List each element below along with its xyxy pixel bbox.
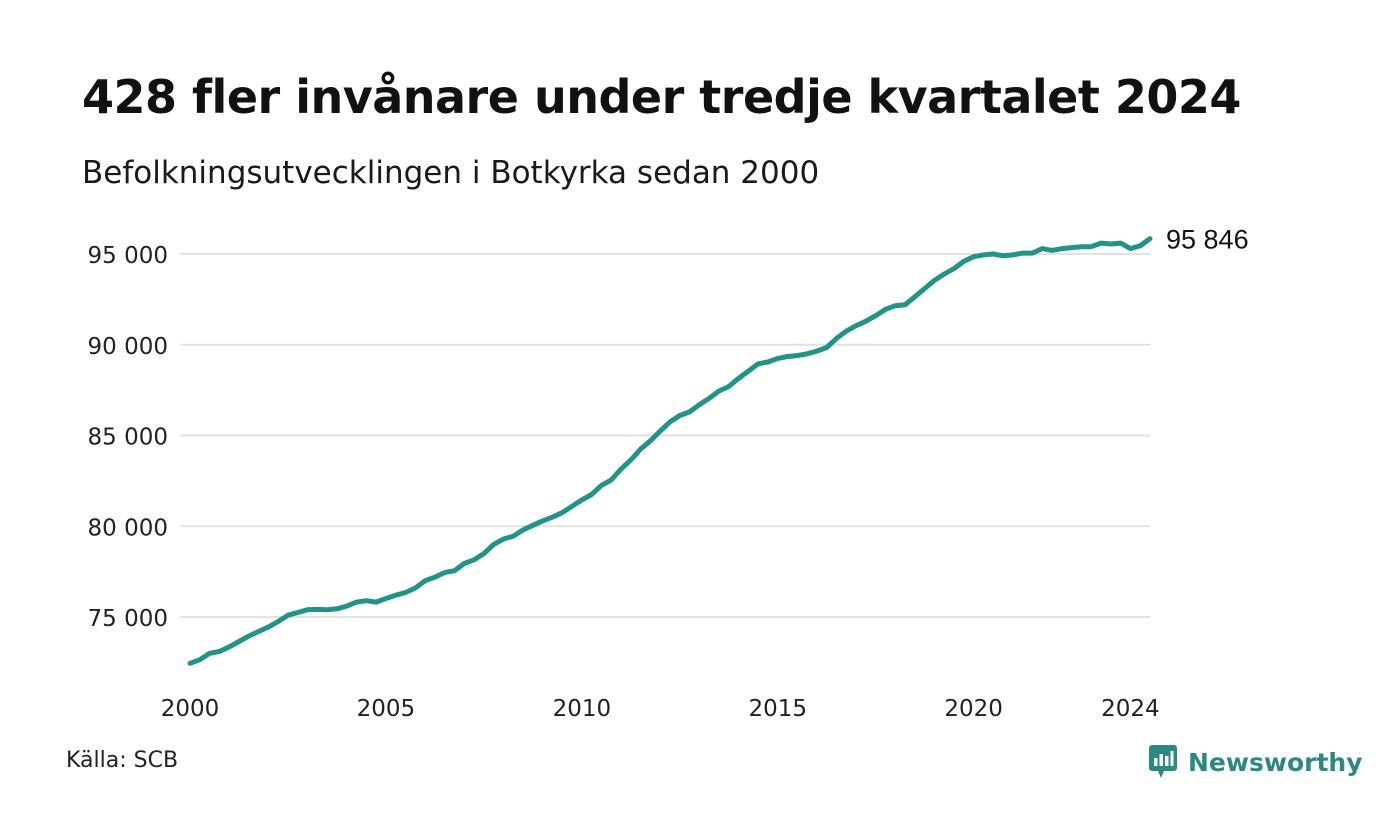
x-tick-label: 2020	[944, 696, 1003, 722]
last-value-label: 95 846	[1166, 225, 1249, 255]
series-line	[187, 236, 1153, 666]
x-tick-label: 2015	[748, 696, 807, 722]
x-axis-ticks: 2000 2005 2010 2015 2020 2024	[161, 696, 1160, 722]
end-label-layer: 95 846	[1166, 225, 1249, 255]
gridlines	[180, 253, 1150, 618]
x-tick-label: 2024	[1101, 696, 1160, 722]
chart-title: 428 fler invånare under tredje kvartalet…	[82, 70, 1241, 124]
y-tick-label: 75 000	[88, 606, 168, 632]
y-tick-label: 80 000	[88, 515, 168, 541]
brand-logo[interactable]: Newsworthy	[1148, 742, 1363, 782]
y-tick-label: 90 000	[88, 334, 168, 360]
x-tick-label: 2005	[357, 696, 416, 722]
newsworthy-logo-icon	[1149, 745, 1177, 778]
x-tick-label: 2000	[161, 696, 220, 722]
source-note: Källa: SCB	[66, 748, 179, 773]
y-tick-label: 95 000	[88, 243, 168, 269]
brand-name: Newsworthy	[1188, 747, 1363, 777]
chart-subtitle: Befolkningsutvecklingen i Botkyrka sedan…	[82, 155, 820, 191]
series-layer	[187, 236, 1153, 666]
y-tick-label: 85 000	[88, 425, 168, 451]
x-tick-label: 2010	[553, 696, 612, 722]
y-axis-ticks: 75 000 80 000 85 000 90 000 95 000	[88, 243, 168, 632]
